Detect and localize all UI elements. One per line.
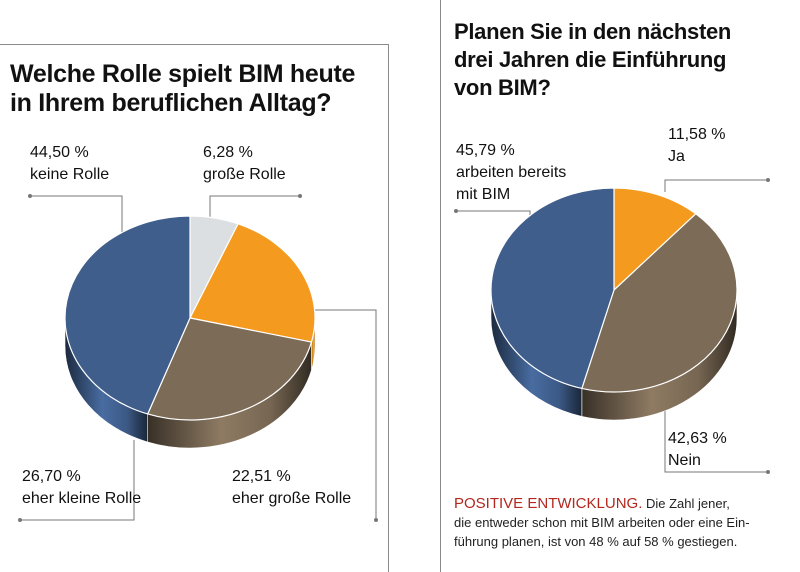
label-eher-kleine-rolle: 26,70 % eher kleine Rolle [22, 466, 141, 510]
left-pie-top [64, 215, 316, 421]
left-pie-chart [18, 194, 378, 522]
left-pie-slices [64, 215, 316, 449]
label-grosse-rolle-text: große Rolle [203, 166, 286, 183]
right-leader-line [664, 179, 768, 192]
left-leader-lines [18, 194, 378, 522]
label-nein-text: Nein [668, 452, 701, 469]
label-eher-grosse-rolle-text: eher große Rolle [232, 490, 352, 507]
pie-slice-eher-grosse-rolle [189, 223, 316, 343]
caption-line2: die entweder schon mit BIM arbeiten oder… [454, 515, 750, 530]
left-leader-dot [18, 518, 22, 522]
right-title-line1: Planen Sie in den nächsten [454, 19, 732, 44]
label-arbeiten-bereits-text2: mit BIM [456, 186, 511, 203]
left-leader-dot [374, 518, 378, 522]
label-grosse-rolle-value: 6,28 % [203, 144, 253, 161]
label-grosse-rolle: 6,28 % große Rolle [203, 142, 286, 186]
caption-note: POSITIVE ENTWICKLUNG. Die Zahl jener, di… [454, 494, 794, 551]
label-arbeiten-bereits-text1: arbeiten bereits [456, 164, 567, 181]
label-eher-grosse-rolle: 22,51 % eher große Rolle [232, 466, 351, 510]
left-leader-line [30, 195, 123, 232]
left-leader-dot [28, 194, 32, 198]
label-arbeiten-bereits-value: 45,79 % [456, 142, 515, 159]
caption-highlight: POSITIVE ENTWICKLUNG. [454, 495, 643, 512]
pie-slice-arbeiten-bereits-mit-bim [490, 187, 615, 390]
pie-slice-nein [581, 213, 738, 393]
label-eher-kleine-rolle-value: 26,70 % [22, 468, 81, 485]
right-chart-panel: Planen Sie in den nächsten drei Jahren d… [440, 0, 800, 572]
label-ja-value: 11,58 % [668, 126, 726, 143]
pie-slice-eher-kleine-rolle [147, 317, 313, 421]
label-eher-grosse-rolle-value: 22,51 % [232, 468, 291, 485]
left-leader-line [20, 440, 135, 521]
right-title-line3: von BIM? [454, 75, 551, 100]
left-frame-top [0, 44, 388, 45]
caption-line1: Die Zahl jener, [645, 496, 730, 511]
caption-line3: führung planen, ist von 48 % auf 58 % ge… [454, 534, 738, 549]
left-chart-panel: Welche Rolle spielt BIM heute in Ihrem b… [0, 0, 390, 572]
pie-slice-keine-rolle [64, 215, 191, 415]
right-chart-title: Planen Sie in den nächsten drei Jahren d… [454, 18, 794, 102]
left-leader-line [312, 309, 377, 520]
label-ja: 11,58 % Ja [668, 124, 726, 168]
left-title-line1: Welche Rolle spielt BIM heute [10, 60, 356, 88]
label-nein: 42,63 % Nein [668, 428, 727, 472]
label-ja-text: Ja [668, 148, 685, 165]
left-chart-title: Welche Rolle spielt BIM heute in Ihrem b… [10, 60, 390, 118]
right-pie-chart [454, 178, 770, 474]
right-leader-line [456, 210, 531, 222]
label-keine-rolle-text: keine Rolle [30, 166, 110, 183]
left-frame-right [388, 44, 389, 572]
right-leader-line [664, 398, 768, 473]
right-leader-dot [766, 470, 770, 474]
label-eher-kleine-rolle-text: eher kleine Rolle [22, 490, 142, 507]
right-leader-dot [454, 209, 458, 213]
right-leader-dot [766, 178, 770, 182]
right-pie-top [490, 187, 738, 393]
right-pie-slices [490, 187, 738, 421]
left-leader-line [209, 195, 300, 220]
right-title-line2: drei Jahren die Einführung [454, 47, 727, 72]
pie-slice-ja [613, 187, 697, 291]
label-keine-rolle-value: 44,50 % [30, 144, 89, 161]
label-nein-value: 42,63 % [668, 430, 727, 447]
label-keine-rolle: 44,50 % keine Rolle [30, 142, 109, 186]
label-arbeiten-bereits: 45,79 % arbeiten bereits mit BIM [456, 140, 566, 206]
left-title-line2: in Ihrem beruflichen Alltag? [10, 89, 332, 117]
left-leader-dot [298, 194, 302, 198]
right-frame-left [440, 0, 441, 572]
